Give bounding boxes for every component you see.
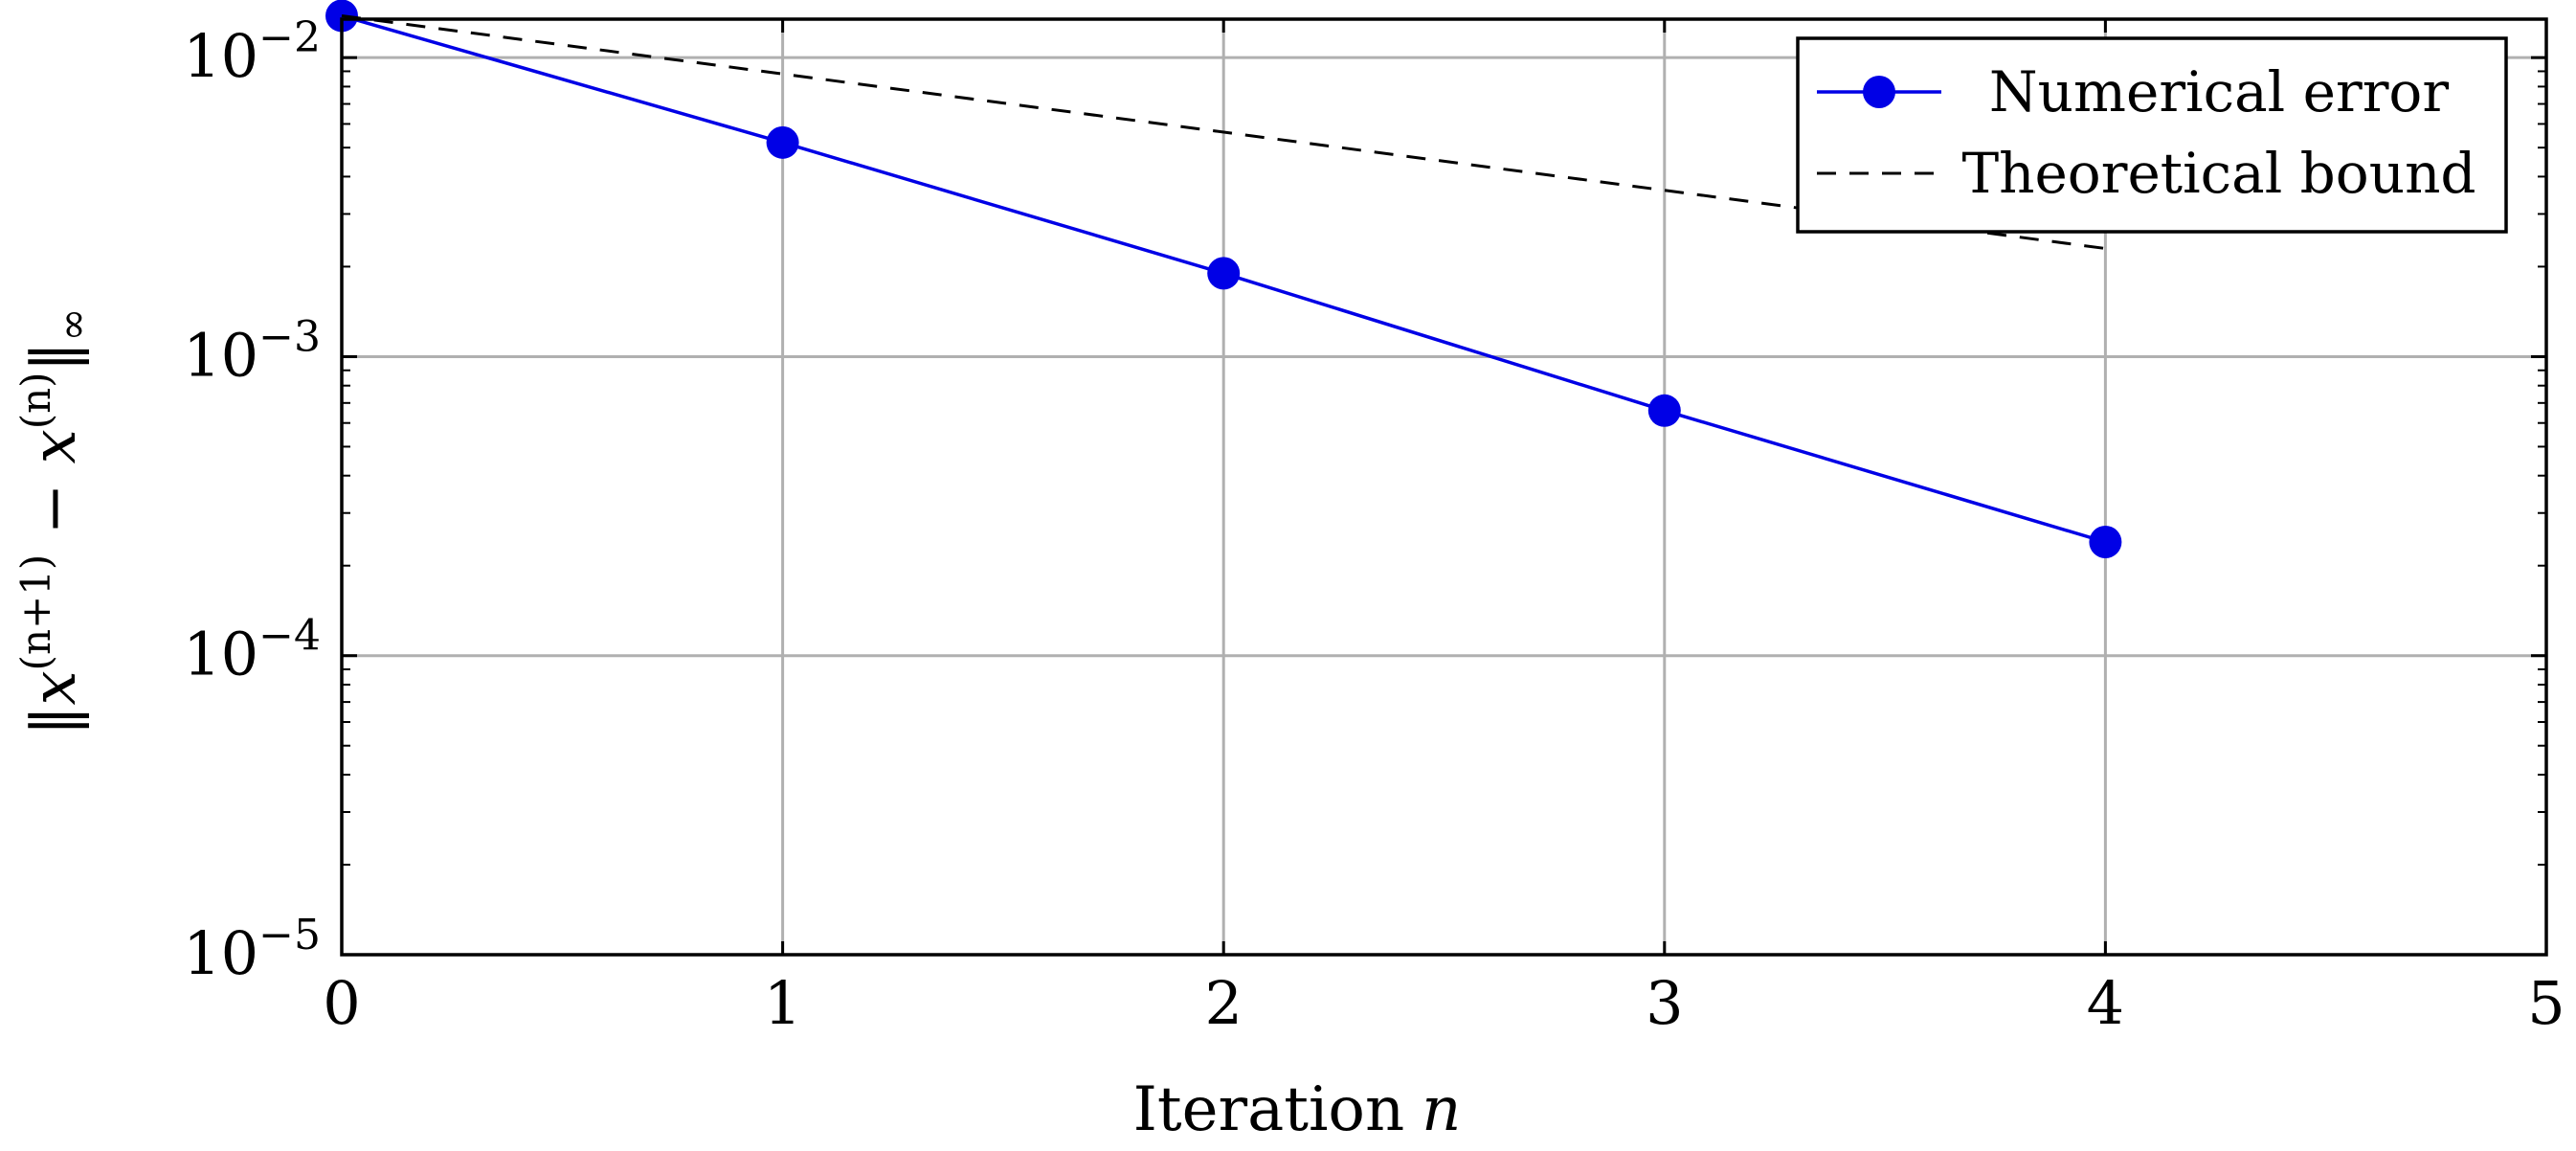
y-title-x1: x — [19, 670, 90, 705]
x-axis-title-text: Iteration — [1133, 1074, 1405, 1145]
y-title-close: ‖ — [19, 341, 90, 372]
y-title-sup2: (n) — [12, 372, 59, 429]
x-tick-label: 5 — [2527, 968, 2565, 1038]
plot-frame — [340, 17, 2548, 957]
x-tick-label: 0 — [323, 968, 360, 1038]
y-tick-label-base: 10 — [183, 620, 258, 689]
y-tick-label-exp: −4 — [258, 612, 321, 661]
x-tick-label: 4 — [2087, 968, 2124, 1038]
x-tick-label: 3 — [1646, 968, 1683, 1038]
y-tick-label-exp: −5 — [258, 911, 321, 959]
y-title-minus: − — [19, 463, 90, 553]
legend-swatch-numerical-marker — [1863, 76, 1895, 108]
y-tick-label: 10−4 — [183, 612, 321, 689]
y-axis-title: ‖x(n+1) − x(n)‖∞ — [12, 307, 96, 735]
y-tick-label-exp: −2 — [258, 13, 321, 62]
y-tick-label: 10−3 — [183, 312, 321, 390]
legend-label-theoretical: Theoretical bound — [1961, 141, 2475, 206]
data-point-numerical-error — [1647, 394, 1681, 427]
x-tick-label: 2 — [1204, 968, 1242, 1038]
x-axis-title: Iteration n — [1133, 1074, 1462, 1145]
y-tick-label-base: 10 — [183, 918, 258, 988]
y-tick-label-base: 10 — [183, 21, 258, 91]
y-title-open: ‖ — [19, 706, 90, 736]
legend-box — [1796, 36, 2508, 234]
y-title-sup1: (n+1) — [12, 554, 59, 671]
data-point-numerical-error — [1207, 257, 1241, 290]
data-point-numerical-error — [766, 125, 799, 159]
x-axis-title-var: n — [1422, 1074, 1461, 1145]
tick-labels: 0 1 2 3 4 510−510−410−310−2 — [183, 13, 2565, 1038]
legend: Numerical error Theoretical bound — [1796, 36, 2508, 234]
x-tick-label: 1 — [764, 968, 801, 1038]
legend-label-numerical: Numerical error — [1989, 59, 2449, 124]
data-point-numerical-error — [2089, 525, 2122, 558]
y-tick-label: 10−5 — [183, 911, 321, 988]
y-tick-label-exp: −3 — [258, 312, 321, 361]
y-title-sub: ∞ — [49, 307, 96, 341]
y-tick-label: 10−2 — [183, 13, 321, 91]
y-tick-label-base: 10 — [183, 320, 258, 390]
y-title-x2: x — [19, 429, 90, 463]
